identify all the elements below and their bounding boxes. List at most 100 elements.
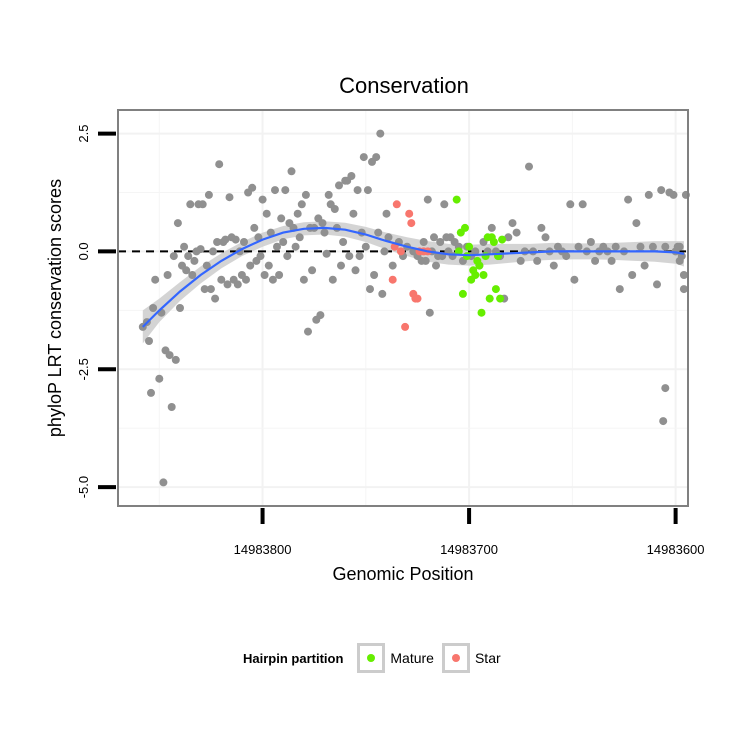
data-point-other <box>384 233 393 242</box>
data-point-other <box>533 256 542 265</box>
data-point-other <box>669 190 678 199</box>
data-point-star <box>388 275 397 284</box>
data-point-other <box>297 200 306 209</box>
data-point-other <box>512 228 521 237</box>
legend-key-mature <box>357 643 386 673</box>
data-point-other <box>188 271 197 279</box>
data-point-mature <box>465 242 474 251</box>
legend-label-star: Star <box>474 650 501 666</box>
data-point-other <box>322 249 331 258</box>
data-point-other <box>330 205 339 213</box>
data-point-other <box>659 417 668 426</box>
data-point-other <box>163 271 172 279</box>
data-point-other <box>425 308 434 317</box>
data-point-other <box>525 162 533 171</box>
data-point-other <box>145 337 153 345</box>
data-point-other <box>520 247 529 256</box>
data-point-other <box>611 242 620 251</box>
data-point-other <box>335 181 343 190</box>
data-point-other <box>293 209 302 218</box>
data-point-other <box>233 280 242 289</box>
data-point-mature <box>454 247 463 256</box>
data-point-other <box>221 235 230 244</box>
data-point-other <box>176 304 184 312</box>
data-point-other <box>248 183 257 192</box>
data-point-other <box>636 242 645 251</box>
data-point-other <box>256 252 265 261</box>
x-tick-label: 14983600 <box>647 542 705 557</box>
data-point-other <box>679 271 688 279</box>
data-point-other <box>318 219 327 228</box>
data-point-star <box>396 247 405 256</box>
data-point-other <box>591 256 600 265</box>
data-point-other <box>173 219 182 228</box>
data-point-other <box>196 245 205 254</box>
data-point-other <box>275 271 284 279</box>
data-point-other <box>151 275 160 284</box>
data-point-other <box>339 238 348 246</box>
mature-dot-icon <box>367 654 376 662</box>
data-point-other <box>679 285 688 294</box>
data-point-other <box>184 252 193 261</box>
data-point-mature <box>485 294 494 303</box>
y-axis: 2.5 0.0 -2.5 -5.0 <box>76 125 116 498</box>
data-point-other <box>361 242 370 251</box>
data-point-other <box>675 242 684 251</box>
data-point-other <box>376 129 385 138</box>
data-point-other <box>246 261 255 270</box>
data-point-other <box>661 242 670 251</box>
data-points-layer <box>138 129 690 487</box>
data-point-star <box>405 209 414 218</box>
data-point-other <box>165 351 174 360</box>
x-tick-label: 14983800 <box>234 542 292 557</box>
data-point-other <box>574 242 583 251</box>
data-point-other <box>380 247 389 256</box>
data-point-other <box>421 256 430 265</box>
data-point-other <box>277 214 286 223</box>
data-point-other <box>436 238 445 246</box>
legend-label-mature: Mature <box>390 650 434 666</box>
data-point-other <box>209 247 217 256</box>
data-point-other <box>171 355 180 364</box>
data-point-other <box>287 167 296 176</box>
data-point-other <box>169 252 178 261</box>
data-point-other <box>271 186 279 195</box>
data-point-other <box>374 228 383 237</box>
data-point-other <box>382 209 391 218</box>
chart-title: Conservation <box>339 73 469 98</box>
legend-title: Hairpin partition <box>243 650 344 666</box>
y-axis-label: phyloP LRT conservation scores <box>45 179 65 437</box>
data-point-other <box>353 186 362 195</box>
data-point-other <box>349 209 358 218</box>
data-point-other <box>430 233 438 242</box>
y-tick-label: 2.5 <box>76 125 91 143</box>
data-point-mature <box>471 271 480 279</box>
legend-item-star: Star <box>441 643 501 673</box>
plot-panel <box>118 110 688 506</box>
data-point-mature <box>461 223 469 232</box>
data-point-other <box>570 275 579 284</box>
data-point-star <box>407 219 416 228</box>
x-axis-label: Genomic Position <box>332 564 473 584</box>
data-point-other <box>359 153 368 162</box>
data-point-other <box>304 327 312 336</box>
data-point-other <box>186 200 195 209</box>
data-point-other <box>578 200 587 209</box>
data-point-other <box>260 271 269 279</box>
data-point-other <box>366 285 374 294</box>
data-point-other <box>262 209 271 218</box>
data-point-other <box>254 233 263 242</box>
data-point-other <box>328 275 337 284</box>
data-point-other <box>440 200 449 209</box>
data-point-other <box>423 195 432 204</box>
data-point-other <box>281 186 290 195</box>
data-point-other <box>200 285 209 294</box>
data-point-other <box>149 304 158 312</box>
data-point-other <box>388 261 397 270</box>
data-point-other <box>648 242 657 251</box>
data-point-star <box>392 200 401 209</box>
data-point-mature <box>489 238 498 246</box>
data-point-other <box>640 261 649 270</box>
data-point-other <box>242 275 250 284</box>
x-axis: 14983800 14983700 14983600 <box>234 508 705 557</box>
